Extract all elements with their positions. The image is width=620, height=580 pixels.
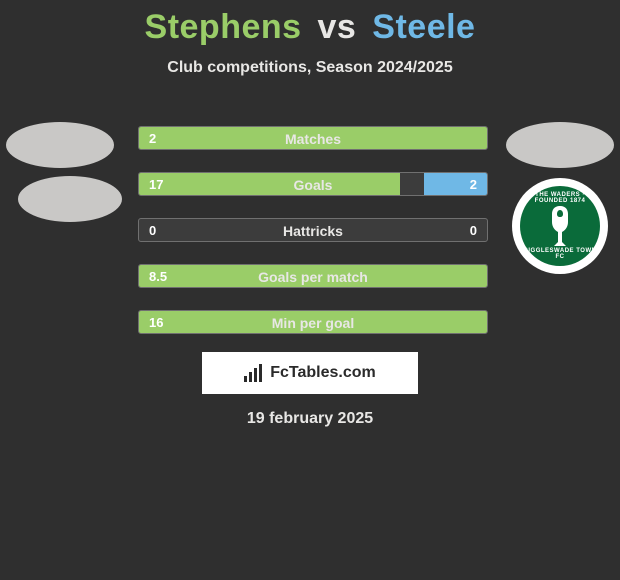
- date-label: 19 february 2025: [0, 410, 620, 428]
- player2-avatar-placeholder: [506, 122, 614, 168]
- stat-row: 2Matches: [138, 126, 488, 150]
- stat-label: Goals per match: [139, 265, 487, 288]
- player1-club-placeholder: [18, 176, 122, 222]
- stat-row: 00Hattricks: [138, 218, 488, 242]
- stat-row: 172Goals: [138, 172, 488, 196]
- branding-text: FcTables.com: [270, 364, 376, 382]
- crest-text-bottom: BIGGLESWADE TOWN FC: [520, 248, 600, 260]
- player2-club-crest: THE WADERS · FOUNDED 1874 BIGGLESWADE TO…: [512, 178, 608, 274]
- vs-label: vs: [318, 8, 357, 46]
- subtitle: Club competitions, Season 2024/2025: [0, 59, 620, 77]
- branding-badge: FcTables.com: [202, 352, 418, 394]
- stat-row: 16Min per goal: [138, 310, 488, 334]
- stat-label: Matches: [139, 127, 487, 150]
- comparison-card: Stephens vs Steele Club competitions, Se…: [0, 0, 620, 580]
- stat-label: Goals: [139, 173, 487, 196]
- title-row: Stephens vs Steele: [0, 0, 620, 47]
- player1-name: Stephens: [145, 8, 302, 46]
- player1-avatar-placeholder: [6, 122, 114, 168]
- crest-text-top: THE WADERS · FOUNDED 1874: [520, 192, 600, 204]
- heron-icon: [540, 202, 580, 250]
- stat-bars: 2Matches 172Goals 00Hattricks 8.5Goals per …: [138, 126, 488, 356]
- chart-icon: [244, 364, 264, 382]
- stat-label: Hattricks: [139, 219, 487, 242]
- crest-inner: THE WADERS · FOUNDED 1874 BIGGLESWADE TO…: [520, 186, 600, 266]
- player2-name: Steele: [372, 8, 475, 46]
- stat-label: Min per goal: [139, 311, 487, 334]
- stat-row: 8.5Goals per match: [138, 264, 488, 288]
